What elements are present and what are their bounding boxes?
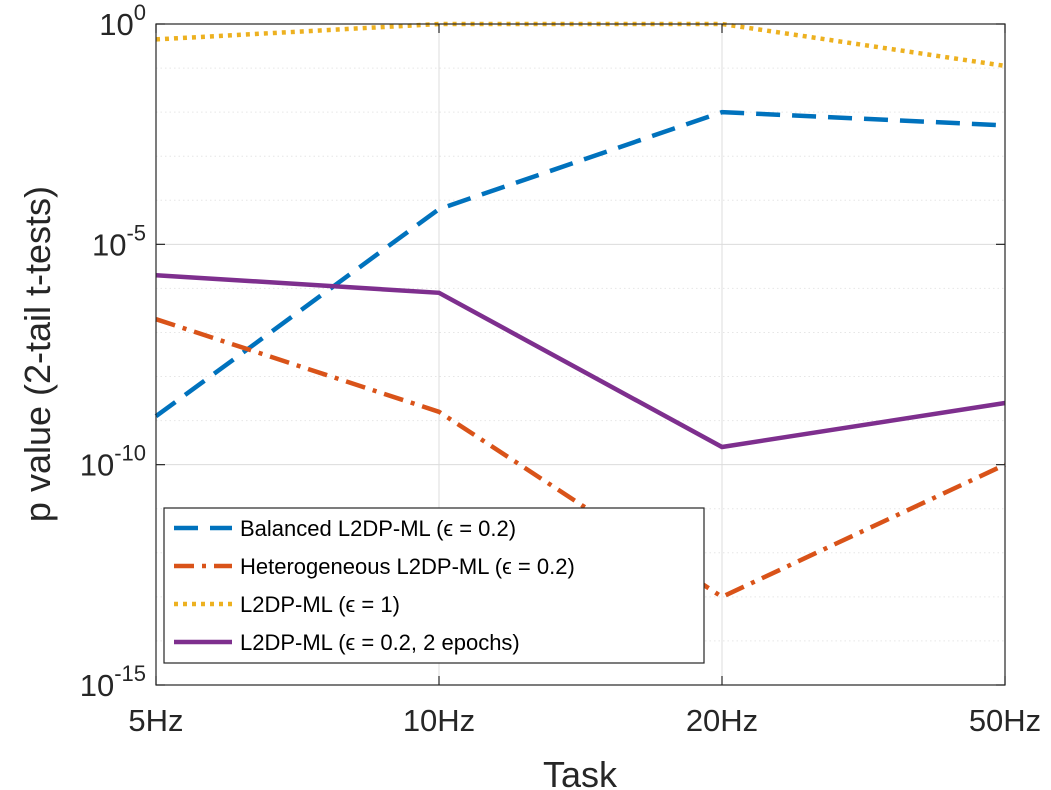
y-tick-power: -5 [126, 220, 146, 245]
legend-label-3: L2DP-ML (ϵ = 1) [240, 592, 400, 617]
x-tick-label: 5Hz [128, 703, 183, 738]
y-tick-base: 10 [99, 7, 133, 42]
x-tick-label: 10Hz [403, 703, 475, 738]
legend-box [163, 507, 705, 664]
legend-label-1: Balanced L2DP-ML (ϵ = 0.2) [240, 516, 516, 541]
y-tick-label: 10-15 [80, 661, 146, 703]
y-tick-label: 10-10 [80, 441, 146, 483]
legend-label-4: L2DP-ML (ϵ = 0.2, 2 epochs) [240, 630, 520, 655]
x-axis-label: Task [543, 754, 618, 790]
y-tick-base: 10 [80, 668, 114, 703]
y-tick-base: 10 [92, 227, 126, 262]
y-tick-power: -15 [114, 661, 146, 686]
legend: Balanced L2DP-ML (ϵ = 0.2) Heterogeneous … [163, 507, 705, 664]
y-tick-label: 10-5 [92, 220, 146, 262]
y-tick-label: 100 [99, 0, 146, 42]
y-tick-power: -10 [114, 441, 146, 466]
plot-frame [155, 23, 1006, 686]
legend-label-2: Heterogeneous L2DP-ML (ϵ = 0.2) [240, 554, 575, 579]
series-line-2 [155, 317, 1006, 600]
x-tick-labels: 5Hz 10Hz 20Hz 50Hz [128, 703, 1041, 738]
grid [156, 24, 1005, 685]
x-tick-label: 50Hz [969, 703, 1041, 738]
axis-ticks [155, 23, 1006, 686]
series-line-4 [155, 272, 1006, 450]
y-tick-power: 0 [134, 0, 146, 25]
y-tick-base: 10 [80, 448, 114, 483]
y-axis-label: p value (2-tail t-tests) [17, 186, 58, 522]
x-tick-label: 20Hz [686, 703, 758, 738]
